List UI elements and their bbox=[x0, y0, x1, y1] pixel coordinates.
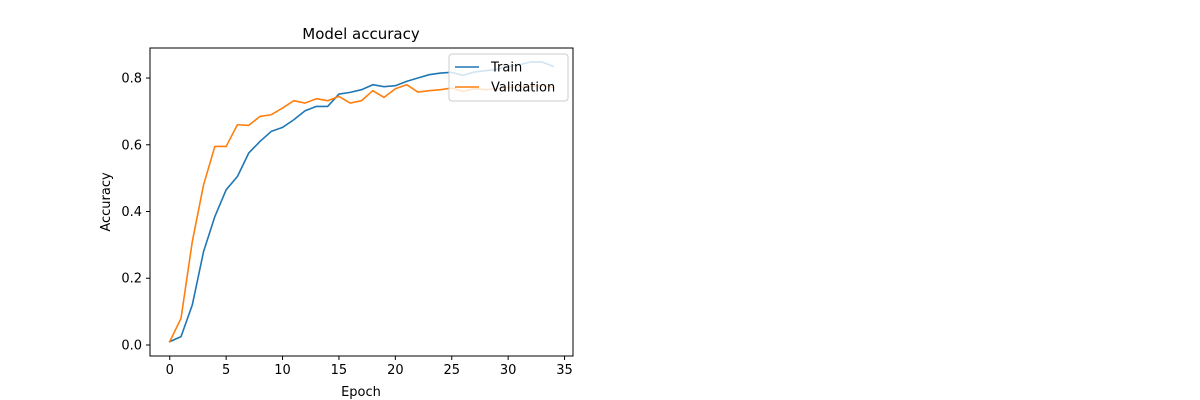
legend: Train Validation bbox=[448, 53, 569, 102]
y-tick-label: 0.2 bbox=[121, 272, 142, 287]
y-tick-label: 0.4 bbox=[121, 205, 142, 220]
x-tick-label: 20 bbox=[387, 363, 404, 378]
x-tick-label: 25 bbox=[443, 363, 460, 378]
x-tick-label: 10 bbox=[274, 363, 291, 378]
legend-box bbox=[448, 53, 569, 102]
x-tick-label: 30 bbox=[500, 363, 517, 378]
legend-label-train: Train bbox=[490, 61, 522, 76]
legend-label-validation: Validation bbox=[491, 81, 555, 96]
x-axis-label: Epoch bbox=[341, 385, 381, 400]
chart-title: Model accuracy bbox=[302, 25, 420, 43]
y-tick-label: 0.6 bbox=[121, 138, 142, 153]
x-tick-label: 0 bbox=[166, 363, 174, 378]
x-axis-ticks: 0 5 10 15 20 25 30 35 bbox=[166, 356, 573, 378]
x-tick-label: 35 bbox=[556, 363, 573, 378]
series-layer bbox=[168, 61, 555, 343]
plot-area-frame bbox=[149, 47, 574, 357]
y-axis-label: Accuracy bbox=[99, 172, 114, 232]
x-tick-label: 5 bbox=[222, 363, 230, 378]
y-tick-label: 0.0 bbox=[121, 338, 142, 353]
x-tick-label: 15 bbox=[331, 363, 348, 378]
series-line-validation bbox=[168, 83, 555, 343]
series-line-train bbox=[168, 61, 555, 343]
y-tick-label: 0.8 bbox=[121, 72, 142, 87]
y-axis-ticks: 0.0 0.2 0.4 0.6 0.8 bbox=[121, 72, 150, 353]
